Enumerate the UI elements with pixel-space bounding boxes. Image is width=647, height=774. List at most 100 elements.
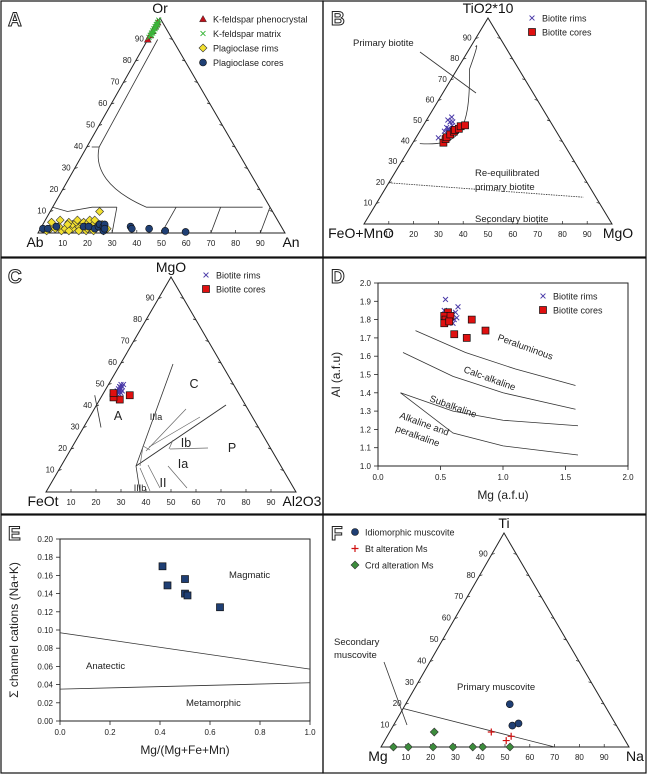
data-point [467, 315, 476, 324]
xy-e: 0.0 0.2 0.4 0.6 0.8 1.0 0.00 0.02 0.04 0.06 0.08 0.… [7, 535, 316, 757]
data-point [100, 224, 109, 233]
tick-mark [180, 297, 184, 299]
series-crd-alteration-ms [388, 727, 515, 752]
legend-marker [528, 28, 536, 36]
panel-a-frame-full [0, 0, 324, 258]
boundary-line [210, 207, 221, 234]
legend-f: Idiomorphic muscovite Bt alteration Ms Crd… [350, 528, 455, 571]
y-tick-label: 1.2 [360, 425, 372, 434]
x-tick-label: 2.0 [622, 473, 634, 482]
tick-mark [475, 37, 479, 39]
data-point [514, 719, 523, 728]
data-point [161, 227, 169, 235]
region-label: Subalkaline [428, 393, 478, 420]
apex-label-left: FeOt [27, 493, 58, 509]
tick-label-left: 70 [110, 78, 119, 87]
y-tick-label: 0.12 [37, 608, 53, 617]
data-point [448, 114, 455, 120]
boundary-line [167, 465, 188, 489]
tick-mark [269, 210, 273, 212]
y-tick-label: 0.04 [37, 681, 53, 690]
x-tick-label: 1.0 [304, 728, 316, 737]
tick-label-left: 40 [74, 142, 83, 151]
legend-label: Biotite cores [553, 306, 603, 316]
data-point [125, 391, 134, 400]
apex-label-left: Ab [26, 234, 43, 250]
legend-label: Biotite cores [216, 285, 266, 295]
data-point [428, 742, 438, 752]
tick-label-left: 80 [123, 56, 132, 65]
tick-mark [522, 78, 526, 81]
tick-label-left: 40 [417, 656, 426, 665]
tick-label-bottom: 90 [256, 239, 265, 248]
y-tick-label: 1.6 [360, 352, 372, 361]
data-point [445, 317, 454, 326]
tick-mark [244, 167, 248, 169]
tick-mark [559, 140, 563, 142]
tick-mark [454, 617, 458, 619]
tick-label-bottom: 80 [558, 230, 567, 239]
y-axis-title: Σ channel cations (Na+K) [7, 562, 21, 698]
tick-mark [256, 188, 261, 191]
data-point [445, 117, 451, 123]
data-point [455, 303, 461, 310]
tick-mark [62, 188, 66, 191]
tick-mark [417, 681, 422, 684]
tick-mark [479, 574, 483, 577]
boundary-line [147, 464, 161, 489]
legend-marker [350, 560, 360, 570]
legend-marker [540, 293, 546, 299]
tick-mark [169, 38, 173, 40]
tick-label-bottom: 40 [132, 239, 141, 248]
apex-label-right: Na [626, 748, 644, 764]
tick-mark [450, 78, 454, 81]
data-point [183, 591, 192, 600]
legend-marker [200, 30, 206, 37]
chart-layer: 10 10 20 20 30 30 40 40 50 50 60 60 70 70 80 80 90 90 Or Ab… [7, 0, 644, 764]
tick-label-left: 40 [83, 401, 92, 410]
tick-mark [584, 181, 588, 184]
tick-label-left: 90 [479, 549, 488, 558]
region-label: II [160, 476, 167, 490]
tick-mark [613, 724, 617, 726]
tick-mark [194, 81, 198, 83]
tick-label-left: 80 [133, 315, 142, 324]
tick-label-left: 90 [135, 35, 144, 44]
tick-label-left: 50 [96, 380, 105, 389]
ternary-c: 10 10 20 20 30 30 40 40 50 50 60 60 70 70 80 80 90 90 MgO F… [27, 259, 321, 509]
boundary-line [148, 416, 201, 448]
y-tick-label: 1.5 [360, 371, 372, 380]
tick-label-bottom: 10 [67, 498, 76, 507]
series-plagioclase-cores [39, 220, 190, 236]
data-point [64, 226, 74, 236]
data-point [429, 727, 439, 737]
y-tick-label: 0.00 [37, 717, 53, 726]
tick-mark [135, 59, 139, 62]
tick-label-left: 10 [363, 198, 372, 207]
discrimination-line [402, 352, 576, 410]
x-tick-label: 0.6 [204, 728, 216, 737]
boundary-dotted [388, 182, 584, 198]
tick-label-left: 70 [121, 337, 130, 346]
region-label: Metamorphic [186, 698, 241, 709]
data-point [44, 224, 52, 233]
discrimination-line [415, 330, 576, 386]
tick-mark [231, 145, 236, 148]
region-label: Secondary [334, 637, 380, 648]
y-axis-title: Al (a.f.u) [329, 352, 343, 397]
x-tick-label: 1.5 [560, 473, 572, 482]
series-muscovite [158, 562, 224, 612]
tick-label-bottom: 90 [600, 753, 609, 762]
tick-label-left: 80 [450, 54, 459, 63]
data-point [116, 383, 123, 390]
boundary-line [52, 206, 117, 212]
y-tick-label: 1.1 [360, 444, 372, 453]
region-label: IIIa [150, 412, 163, 422]
boundary-line [59, 682, 311, 690]
boundary-line [135, 465, 141, 493]
data-point [468, 742, 478, 752]
x-tick-label: 0.0 [372, 473, 384, 482]
tick-label-bottom: 40 [476, 753, 485, 762]
tick-mark [571, 160, 575, 163]
region-label: primary biotite [475, 182, 535, 193]
